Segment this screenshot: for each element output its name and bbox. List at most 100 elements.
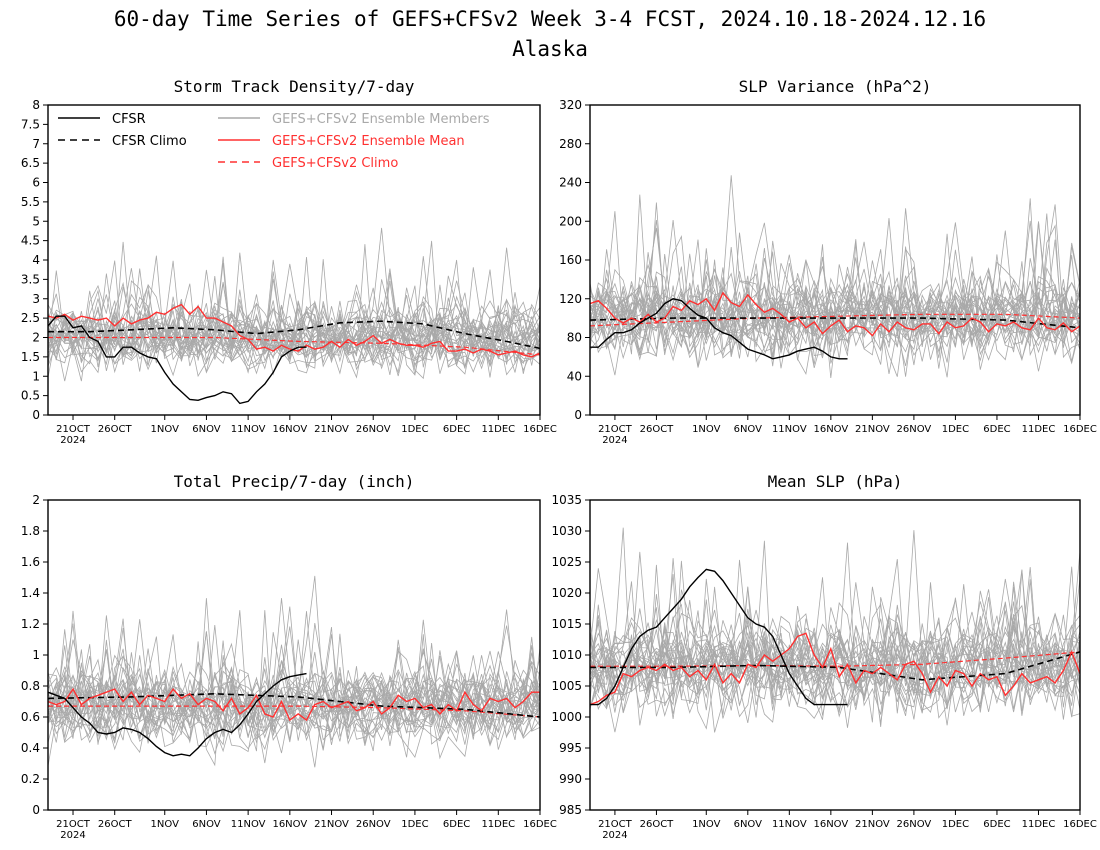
series-line-cfsr: [590, 568, 848, 706]
ensemble-member-line: [48, 240, 540, 372]
ensemble-member-line: [48, 639, 540, 767]
x-tick-label: 1NOV: [692, 819, 721, 830]
ensemble-member-line: [48, 305, 540, 382]
legend-label: CFSR Climo: [112, 134, 187, 149]
y-tick-label: 2.5: [21, 311, 40, 325]
chart-panel-2: SLP Variance (hPa^2) 0 40 80 120 160 200 240 280…: [559, 77, 1097, 446]
x-tick-label: 26OCT: [98, 424, 133, 435]
y-tick-label: 7.5: [21, 117, 40, 131]
chart-title: SLP Variance (hPa^2): [739, 77, 932, 96]
x-tick-label: 21OCT: [56, 424, 91, 435]
x-tick-label: 6DEC: [443, 819, 470, 830]
ensemble-member-line: [590, 602, 1080, 705]
y-tick-label: 320: [559, 98, 582, 112]
y-tick-label: 1030: [551, 524, 582, 538]
ensemble-member-line: [590, 247, 1080, 359]
ensemble-member-line: [48, 262, 540, 379]
ensemble-member-line: [48, 252, 540, 364]
ensemble-member-line: [590, 530, 1080, 720]
ensemble-member-line: [48, 259, 540, 360]
series-line-gefs-cfsv2-ensemble-mean: [48, 303, 540, 358]
ensemble-members: [48, 227, 540, 382]
ensemble-member-line: [590, 234, 1080, 374]
x-tick-label: 16NOV: [272, 819, 307, 830]
x-year-label: 2024: [602, 830, 627, 841]
chart-title: Total Precip/7-day (inch): [174, 472, 415, 491]
chart-panel-4: Mean SLP (hPa) 985 990 995 1000 1005 1010 1015 1…: [551, 472, 1096, 841]
y-tick-label: 0: [32, 803, 40, 817]
ensemble-member-line: [590, 586, 1080, 713]
y-tick-label: 0.8: [21, 679, 40, 693]
x-year-label: 2024: [60, 830, 85, 841]
x-tick-label: 21NOV: [314, 819, 349, 830]
y-tick-label: 1010: [551, 648, 582, 662]
series-line-gefs-cfsv2-ensemble-mean: [590, 291, 1080, 337]
ensemble-member-line: [590, 248, 1080, 372]
legend: CFSR CFSR Climo GEFS+CFSv2 Ensemble Member…: [58, 112, 490, 171]
series-line-cfsr-climo: [48, 692, 540, 718]
x-tick-label: 26OCT: [98, 819, 133, 830]
x-tick-label: 26NOV: [356, 819, 391, 830]
legend-label: CFSR: [112, 112, 146, 127]
y-tick-label: 4: [32, 253, 40, 267]
x-tick-label: 11NOV: [231, 424, 266, 435]
x-tick-label: 16DEC: [523, 424, 557, 435]
ensemble-member-line: [48, 606, 540, 721]
x-tick-label: 16NOV: [272, 424, 307, 435]
ensemble-member-line: [48, 678, 540, 751]
y-tick-label: 1: [32, 648, 40, 662]
ensemble-member-line: [590, 586, 1080, 692]
ensemble-member-line: [48, 615, 540, 744]
y-tick-label: 3.5: [21, 272, 40, 286]
x-tick-label: 1DEC: [942, 819, 969, 830]
y-tick-label: 1.4: [21, 586, 40, 600]
y-tick-label: 1015: [551, 617, 582, 631]
x-tick-label: 26OCT: [640, 424, 675, 435]
x-tick-label: 26NOV: [897, 424, 932, 435]
x-year-label: 2024: [60, 435, 85, 446]
ensemble-members: [590, 175, 1080, 378]
x-tick-label: 11DEC: [1022, 424, 1056, 435]
y-tick-label: 1005: [551, 679, 582, 693]
ensemble-member-line: [48, 227, 540, 367]
ensemble-member-line: [590, 567, 1080, 706]
x-tick-label: 6DEC: [983, 819, 1010, 830]
y-tick-label: 0: [32, 408, 40, 422]
ensemble-members: [48, 575, 540, 768]
series-line-cfsr: [48, 315, 307, 405]
chart-panel-1: Storm Track Density/7-day 0 0.5 1 1.5 2 2.5 3 3.…: [21, 77, 557, 446]
ensemble-member-line: [48, 263, 540, 382]
x-tick-label: 16NOV: [813, 424, 848, 435]
x-tick-label: 21NOV: [314, 424, 349, 435]
x-tick-label: 1NOV: [692, 424, 721, 435]
x-tick-label: 21OCT: [56, 819, 91, 830]
ensemble-member-line: [48, 640, 540, 759]
y-tick-label: 5: [32, 214, 40, 228]
ensemble-member-line: [48, 307, 540, 378]
legend-label: GEFS+CFSv2 Climo: [272, 156, 398, 171]
x-tick-label: 11DEC: [1022, 819, 1056, 830]
y-tick-label: 1.2: [21, 617, 40, 631]
y-tick-label: 8: [32, 98, 40, 112]
series-line-cfsr-climo: [590, 651, 1080, 681]
ensemble-member-line: [590, 604, 1080, 702]
y-tick-label: 120: [559, 292, 582, 306]
y-tick-label: 1.6: [21, 555, 40, 569]
ensemble-member-line: [590, 213, 1080, 335]
x-tick-label: 16DEC: [1063, 819, 1097, 830]
x-tick-label: 21OCT: [598, 819, 633, 830]
y-tick-label: 240: [559, 176, 582, 190]
y-tick-label: 1.8: [21, 524, 40, 538]
series-line-cfsr-climo: [590, 317, 1080, 329]
x-tick-label: 6NOV: [734, 424, 763, 435]
y-tick-label: 80: [567, 331, 582, 345]
x-tick-label: 21OCT: [598, 424, 633, 435]
y-tick-label: 7: [32, 137, 40, 151]
x-tick-label: 11DEC: [481, 819, 515, 830]
ensemble-member-line: [590, 194, 1080, 362]
y-tick-label: 1020: [551, 586, 582, 600]
series-line-gefs-cfsv2-climo: [590, 313, 1080, 327]
ensemble-member-line: [590, 244, 1080, 375]
